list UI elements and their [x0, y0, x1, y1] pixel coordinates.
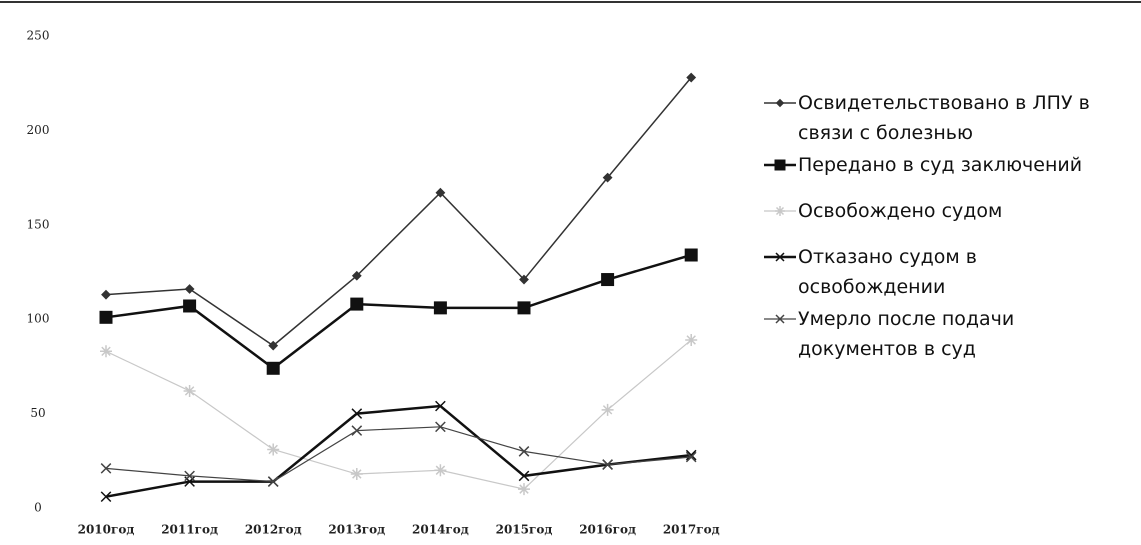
- marker: [100, 491, 112, 503]
- y-tick-label: 0: [34, 501, 42, 515]
- marker: [517, 301, 531, 315]
- marker: [435, 421, 446, 433]
- marker: [266, 361, 280, 375]
- marker: [350, 468, 363, 481]
- legend-item: Освидетельствовано в ЛПУ в связи с болез…: [762, 88, 1128, 148]
- x-tick-label: 2016год: [579, 523, 636, 537]
- legend-swatch: [764, 314, 796, 324]
- marker: [686, 72, 697, 83]
- marker: [685, 451, 697, 463]
- marker: [351, 270, 362, 281]
- y-tick-label: 250: [27, 29, 50, 43]
- legend-swatch: [764, 98, 796, 108]
- legend-label: Умерло после подачи документов в суд: [798, 308, 1015, 360]
- marker: [685, 333, 698, 346]
- x-tick-label: 2015год: [496, 523, 553, 537]
- x-tick-label: 2013год: [328, 523, 385, 537]
- marker: [100, 463, 112, 474]
- marker: [268, 340, 279, 351]
- marker: [775, 314, 785, 324]
- marker: [183, 384, 196, 397]
- series-line: [105, 426, 692, 483]
- marker: [518, 483, 530, 496]
- marker: [434, 464, 447, 477]
- legend-item: Передано в суд заключений: [762, 150, 1128, 180]
- series-line: [105, 404, 692, 498]
- marker: [435, 400, 446, 412]
- marker: [602, 459, 613, 470]
- marker: [351, 408, 363, 419]
- marker: [601, 273, 615, 287]
- y-tick-label: 50: [30, 406, 45, 420]
- marker: [267, 476, 279, 487]
- marker: [99, 310, 113, 324]
- y-tick-label: 100: [27, 312, 50, 326]
- marker: [100, 345, 112, 358]
- marker: [267, 443, 280, 456]
- marker: [774, 159, 786, 171]
- marker: [602, 172, 613, 183]
- marker: [350, 297, 364, 311]
- legend-item: Умерло после подачи документов в суд: [762, 304, 1128, 364]
- marker: [518, 470, 530, 482]
- marker: [775, 98, 785, 108]
- legend-label: Освидетельствовано в ЛПУ в связи с болез…: [798, 92, 1090, 144]
- marker: [184, 470, 195, 482]
- x-tick-label: 2014год: [412, 523, 469, 537]
- legend-swatch: [764, 206, 796, 216]
- legend-label: Отказано судом в освобождении: [798, 246, 977, 298]
- marker: [183, 299, 197, 313]
- marker: [184, 284, 195, 294]
- legend-label: Передано в суд заключений: [798, 154, 1083, 176]
- legend-swatch: [764, 159, 796, 171]
- legend-item: Освобождено судом: [762, 196, 1128, 226]
- y-tick-label: 200: [27, 123, 50, 137]
- legend-item: Отказано судом в освобождении: [762, 242, 1128, 302]
- marker: [519, 274, 529, 285]
- marker: [435, 187, 446, 198]
- series-line: [105, 339, 692, 490]
- marker: [351, 425, 363, 436]
- marker: [433, 301, 447, 315]
- marker: [601, 403, 614, 416]
- marker: [684, 248, 698, 262]
- y-tick-label: 150: [27, 217, 50, 231]
- marker: [518, 446, 530, 457]
- x-tick-label: 2011год: [161, 523, 218, 537]
- marker: [685, 449, 697, 461]
- legend-swatch: [764, 252, 796, 262]
- marker: [101, 289, 111, 300]
- marker: [775, 252, 785, 262]
- x-tick-label: 2010год: [78, 523, 135, 537]
- series-line: [105, 253, 692, 370]
- x-tick-label: 2012год: [245, 523, 302, 537]
- marker: [775, 206, 785, 216]
- series-line: [105, 77, 692, 347]
- x-tick-label: 2017год: [663, 523, 720, 537]
- legend-label: Освобождено судом: [798, 200, 1003, 222]
